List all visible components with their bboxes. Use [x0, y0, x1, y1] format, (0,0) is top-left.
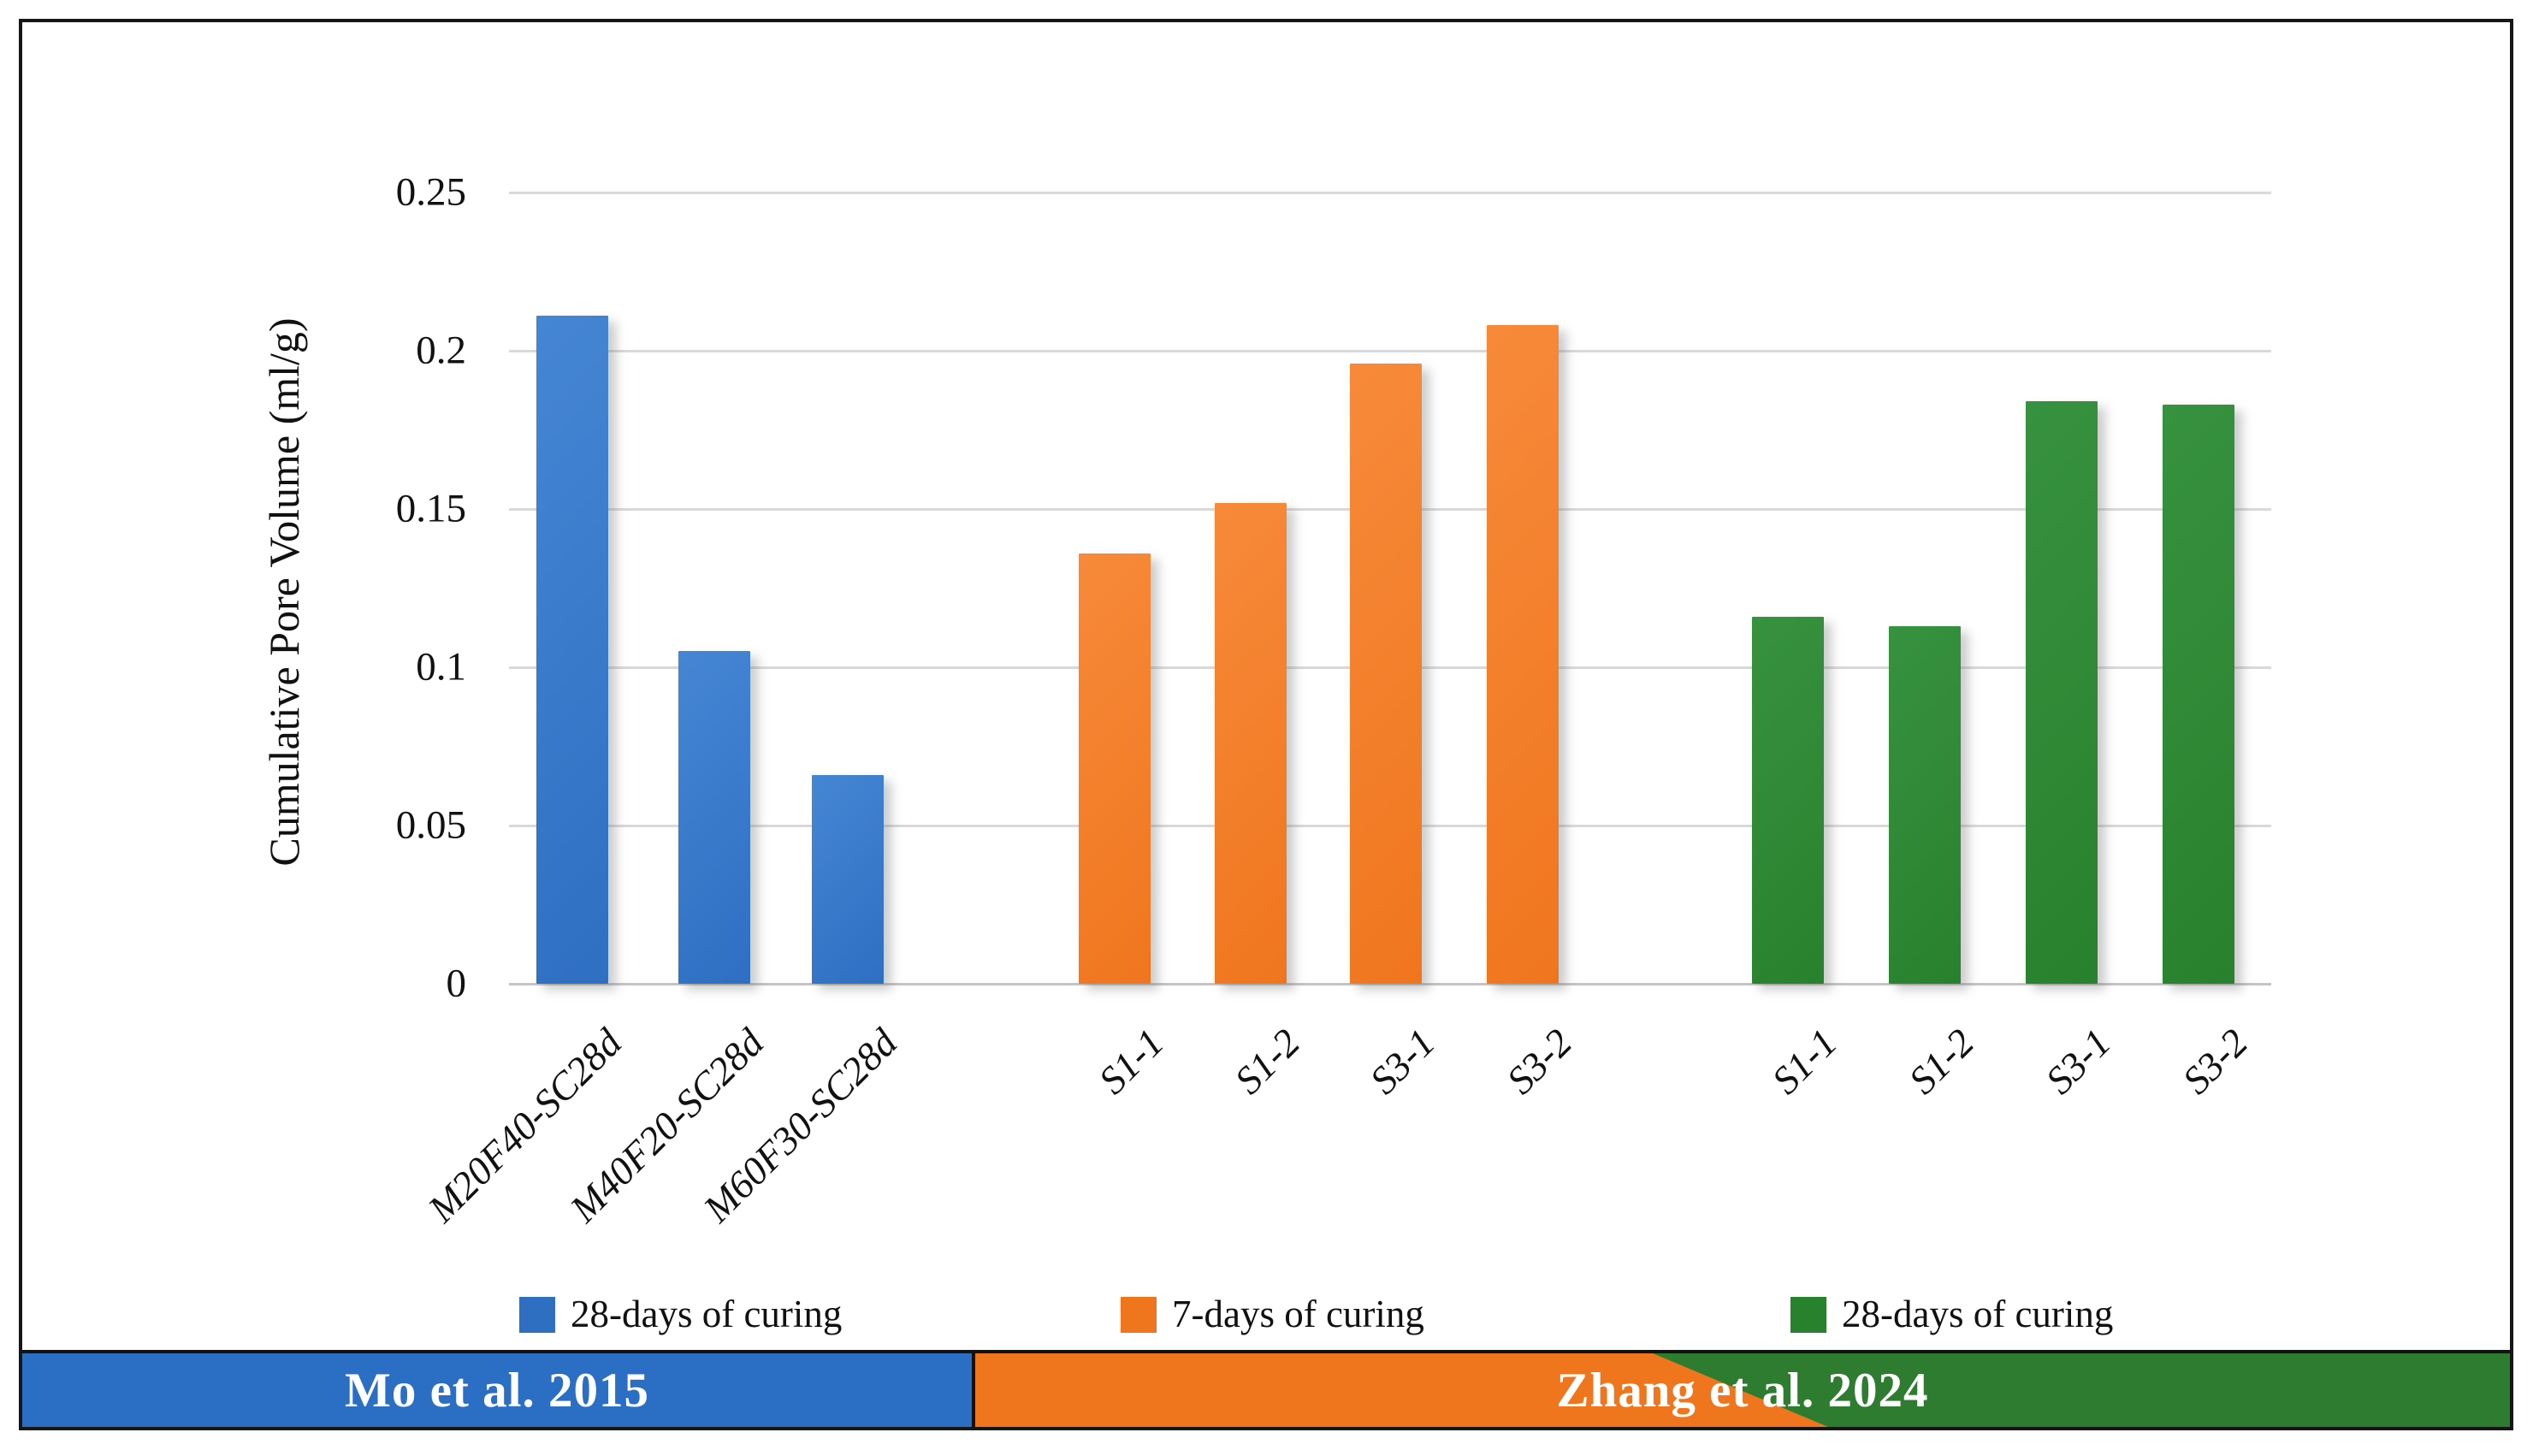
bar-S1-2	[1889, 626, 1961, 984]
legend-swatch-icon	[1790, 1296, 1826, 1333]
bar-S3-1	[2026, 401, 2098, 984]
legend-label: 28-days of curing	[571, 1293, 843, 1335]
y-tick-label-0.1: 0.1	[416, 644, 466, 690]
banner-label-mo-2015: Mo et al. 2015	[345, 1363, 649, 1418]
bar-S1-2	[1215, 503, 1287, 984]
legend-item-2: 28-days of curing	[1790, 1295, 2113, 1334]
bar-S1-1	[1752, 617, 1824, 984]
legend-swatch-icon	[519, 1296, 555, 1333]
bar-S1-1	[1079, 553, 1151, 984]
bar-M40F20-SC28d	[678, 651, 750, 984]
bar-S3-1	[1350, 364, 1422, 984]
legend-swatch-icon	[1121, 1296, 1157, 1333]
gridline-0.2	[509, 350, 2271, 352]
legend-label: 7-days of curing	[1172, 1293, 1424, 1335]
gridline-0.25	[509, 192, 2271, 194]
banner-section-zhang-2024: Zhang et al. 2024	[975, 1353, 2510, 1427]
source-banner: Mo et al. 2015 Zhang et al. 2024	[22, 1350, 2510, 1427]
gridline-0	[509, 983, 2271, 985]
y-tick-label-0.15: 0.15	[395, 486, 466, 531]
bar-S3-2	[1487, 325, 1559, 984]
bar-M60F30-SC28d	[812, 775, 884, 984]
legend-item-1: 7-days of curing	[1121, 1295, 1424, 1334]
banner-section-mo-2015: Mo et al. 2015	[22, 1353, 975, 1427]
y-tick-label-0.25: 0.25	[395, 169, 466, 215]
banner-label-zhang-2024: Zhang et al. 2024	[1556, 1363, 1929, 1418]
figure-frame: Mo et al. 2015 Zhang et al. 2024	[19, 19, 2513, 1430]
y-tick-label-0.2: 0.2	[416, 328, 466, 373]
legend-item-0: 28-days of curing	[519, 1295, 842, 1334]
y-tick-label-0.05: 0.05	[395, 802, 466, 848]
y-tick-label-0: 0	[446, 961, 467, 1006]
bar-S3-2	[2163, 405, 2234, 984]
legend-label: 28-days of curing	[1842, 1293, 2114, 1335]
bar-M20F40-SC28d	[536, 316, 608, 984]
